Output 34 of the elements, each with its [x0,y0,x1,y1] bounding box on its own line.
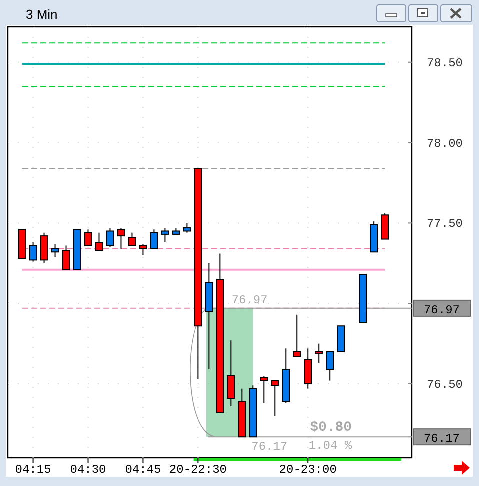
candlestick [62,245,70,270]
chart-title: 3 Min [26,7,58,22]
candlestick [106,228,114,248]
annotation: 76.97 [232,293,268,308]
x-tick-label: 20-22:30 [169,463,227,477]
candlestick [315,343,324,364]
annotation: 1.04 % [308,439,353,454]
ref-line-label: 76.17 [424,432,460,446]
candlestick [326,351,334,382]
candlestick [128,232,136,246]
candlestick [51,244,60,258]
candlestick [161,228,170,243]
x-tick-label: 04:30 [70,463,106,477]
candlestick [260,375,268,404]
annotation: $0.80 [310,420,352,436]
x-tick-label: 20-23:00 [279,463,337,477]
candlestick [84,229,92,246]
candlestick [29,242,38,262]
annotation: 76.17 [252,440,288,454]
candlestick [95,232,104,252]
candlestick [227,340,236,408]
candlestick [139,244,148,256]
y-tick-label: 78.50 [426,56,464,70]
ref-line-label: 76.97 [424,303,460,318]
candlestick [271,380,280,417]
y-tick-label: 77.50 [426,217,464,232]
x-tick-label: 04:15 [15,463,52,477]
x-tick-label: 04:45 [125,463,162,477]
candlestick [293,314,302,358]
candlestick [117,228,126,250]
candlestick [183,222,192,234]
candlestick [150,229,158,250]
y-tick-label: 78.00 [426,136,464,151]
y-tick-label: 76.50 [426,378,464,392]
